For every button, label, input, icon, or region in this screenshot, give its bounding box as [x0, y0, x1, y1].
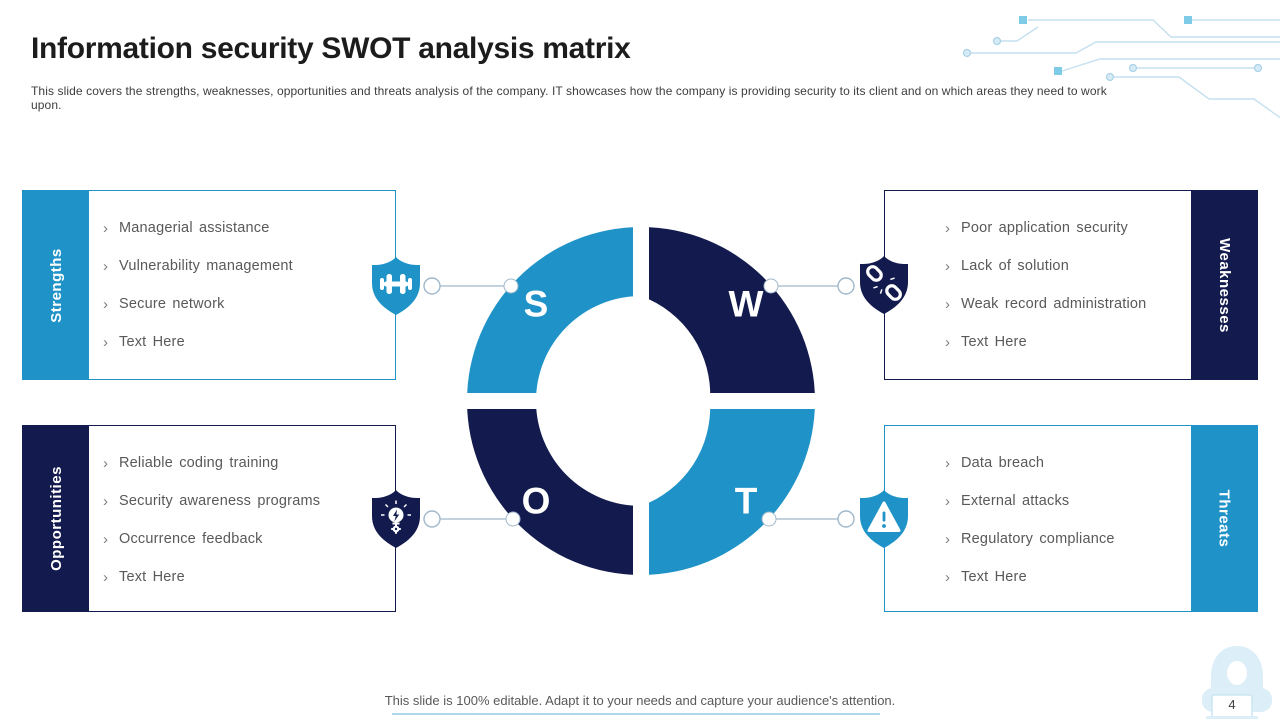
threats-label: Threats: [1215, 489, 1233, 548]
strengths-list: › Managerial assistance › Vulnerability ma…: [89, 191, 395, 379]
chevron-bullet-icon: ›: [945, 219, 951, 237]
list-item: › Text Here: [885, 323, 1191, 361]
circuit-decoration-icon: [962, 16, 1280, 119]
chevron-bullet-icon: ›: [945, 257, 951, 275]
item-text: Secure network: [119, 296, 225, 312]
weaknesses-list: › Poor application security › Lack of solu…: [885, 191, 1191, 379]
item-text: Vulnerability management: [119, 258, 293, 274]
slide-description: This slide covers the strengths, weaknes…: [31, 84, 1107, 112]
list-item: › Occurrence feedback: [89, 520, 395, 558]
weaknesses-panel: › Poor application security › Lack of solu…: [884, 190, 1258, 380]
item-text: Occurrence feedback: [119, 531, 263, 547]
letter-t: T: [735, 481, 758, 522]
chevron-bullet-icon: ›: [103, 454, 109, 472]
chevron-bullet-icon: ›: [945, 492, 951, 510]
weaknesses-label: Weaknesses: [1215, 237, 1233, 333]
chevron-bullet-icon: ›: [945, 295, 951, 313]
chevron-bullet-icon: ›: [103, 530, 109, 548]
list-item: › Security awareness programs: [89, 482, 395, 520]
chevron-bullet-icon: ›: [945, 530, 951, 548]
opportunities-label: Opportunities: [47, 466, 65, 571]
dumbbell-shield-icon: [372, 257, 420, 315]
chevron-bullet-icon: ›: [103, 295, 109, 313]
letter-w: W: [729, 284, 764, 325]
chevron-bullet-icon: ›: [103, 257, 109, 275]
strengths-panel: Strengths › Managerial assistance › Vulner…: [22, 190, 396, 380]
chevron-bullet-icon: ›: [103, 219, 109, 237]
list-item: › Secure network: [89, 285, 395, 323]
strengths-label: Strengths: [47, 247, 65, 323]
list-item: › Lack of solution: [885, 247, 1191, 285]
item-text: Lack of solution: [961, 258, 1069, 274]
item-text: Reliable coding training: [119, 455, 279, 471]
list-item: › Managerial assistance: [89, 209, 395, 247]
idea-shield-icon: [372, 490, 420, 548]
opportunities-panel: Opportunities › Reliable coding training …: [22, 425, 396, 612]
swot-donut-diagram: S W O T: [423, 205, 855, 597]
item-text: Data breach: [961, 455, 1045, 471]
list-item: › Text Here: [89, 558, 395, 596]
weaknesses-sidebar: Weaknesses: [1191, 191, 1257, 379]
chevron-bullet-icon: ›: [945, 568, 951, 586]
list-item: › Reliable coding training: [89, 444, 395, 482]
item-text: External attacks: [961, 493, 1070, 509]
item-text: Text Here: [119, 569, 185, 585]
list-item: › External attacks: [885, 482, 1191, 520]
item-text: Regulatory compliance: [961, 531, 1115, 547]
threats-panel: › Data breach › External attacks › Regulato…: [884, 425, 1258, 612]
item-text: Text Here: [119, 334, 185, 350]
threats-segment: [641, 401, 815, 575]
page-number: 4: [1228, 697, 1236, 712]
list-item: › Poor application security: [885, 209, 1191, 247]
item-text: Security awareness programs: [119, 493, 321, 509]
chevron-bullet-icon: ›: [103, 333, 109, 351]
item-text: Managerial assistance: [119, 220, 270, 236]
strengths-segment: [467, 227, 641, 401]
page-title: Information security SWOT analysis matri…: [31, 32, 631, 65]
footer-note: This slide is 100% editable. Adapt it to…: [384, 693, 896, 708]
letter-o: O: [522, 481, 551, 522]
list-item: › Vulnerability management: [89, 247, 395, 285]
weaknesses-segment: [641, 227, 815, 401]
item-text: Poor application security: [961, 220, 1128, 236]
list-item: › Weak record administration: [885, 285, 1191, 323]
list-item: › Regulatory compliance: [885, 520, 1191, 558]
chevron-bullet-icon: ›: [103, 568, 109, 586]
chevron-bullet-icon: ›: [945, 333, 951, 351]
footer-underline: [392, 713, 880, 715]
list-item: › Text Here: [89, 323, 395, 361]
warning-shield-icon: [860, 490, 908, 548]
item-text: Text Here: [961, 569, 1027, 585]
chevron-bullet-icon: ›: [945, 454, 951, 472]
threats-sidebar: Threats: [1191, 426, 1257, 611]
hacker-watermark-icon: [1202, 646, 1272, 719]
strengths-sidebar: Strengths: [23, 191, 89, 379]
item-text: Weak record administration: [961, 296, 1147, 312]
opportunities-list: › Reliable coding training › Security awar…: [89, 426, 395, 611]
threats-list: › Data breach › External attacks › Regulato…: [885, 426, 1191, 611]
opportunities-sidebar: Opportunities: [23, 426, 89, 611]
list-item: › Data breach: [885, 444, 1191, 482]
broken-link-shield-icon: [860, 256, 908, 314]
chevron-bullet-icon: ›: [103, 492, 109, 510]
list-item: › Text Here: [885, 558, 1191, 596]
letter-s: S: [524, 284, 549, 325]
item-text: Text Here: [961, 334, 1027, 350]
opportunities-segment: [467, 401, 641, 575]
